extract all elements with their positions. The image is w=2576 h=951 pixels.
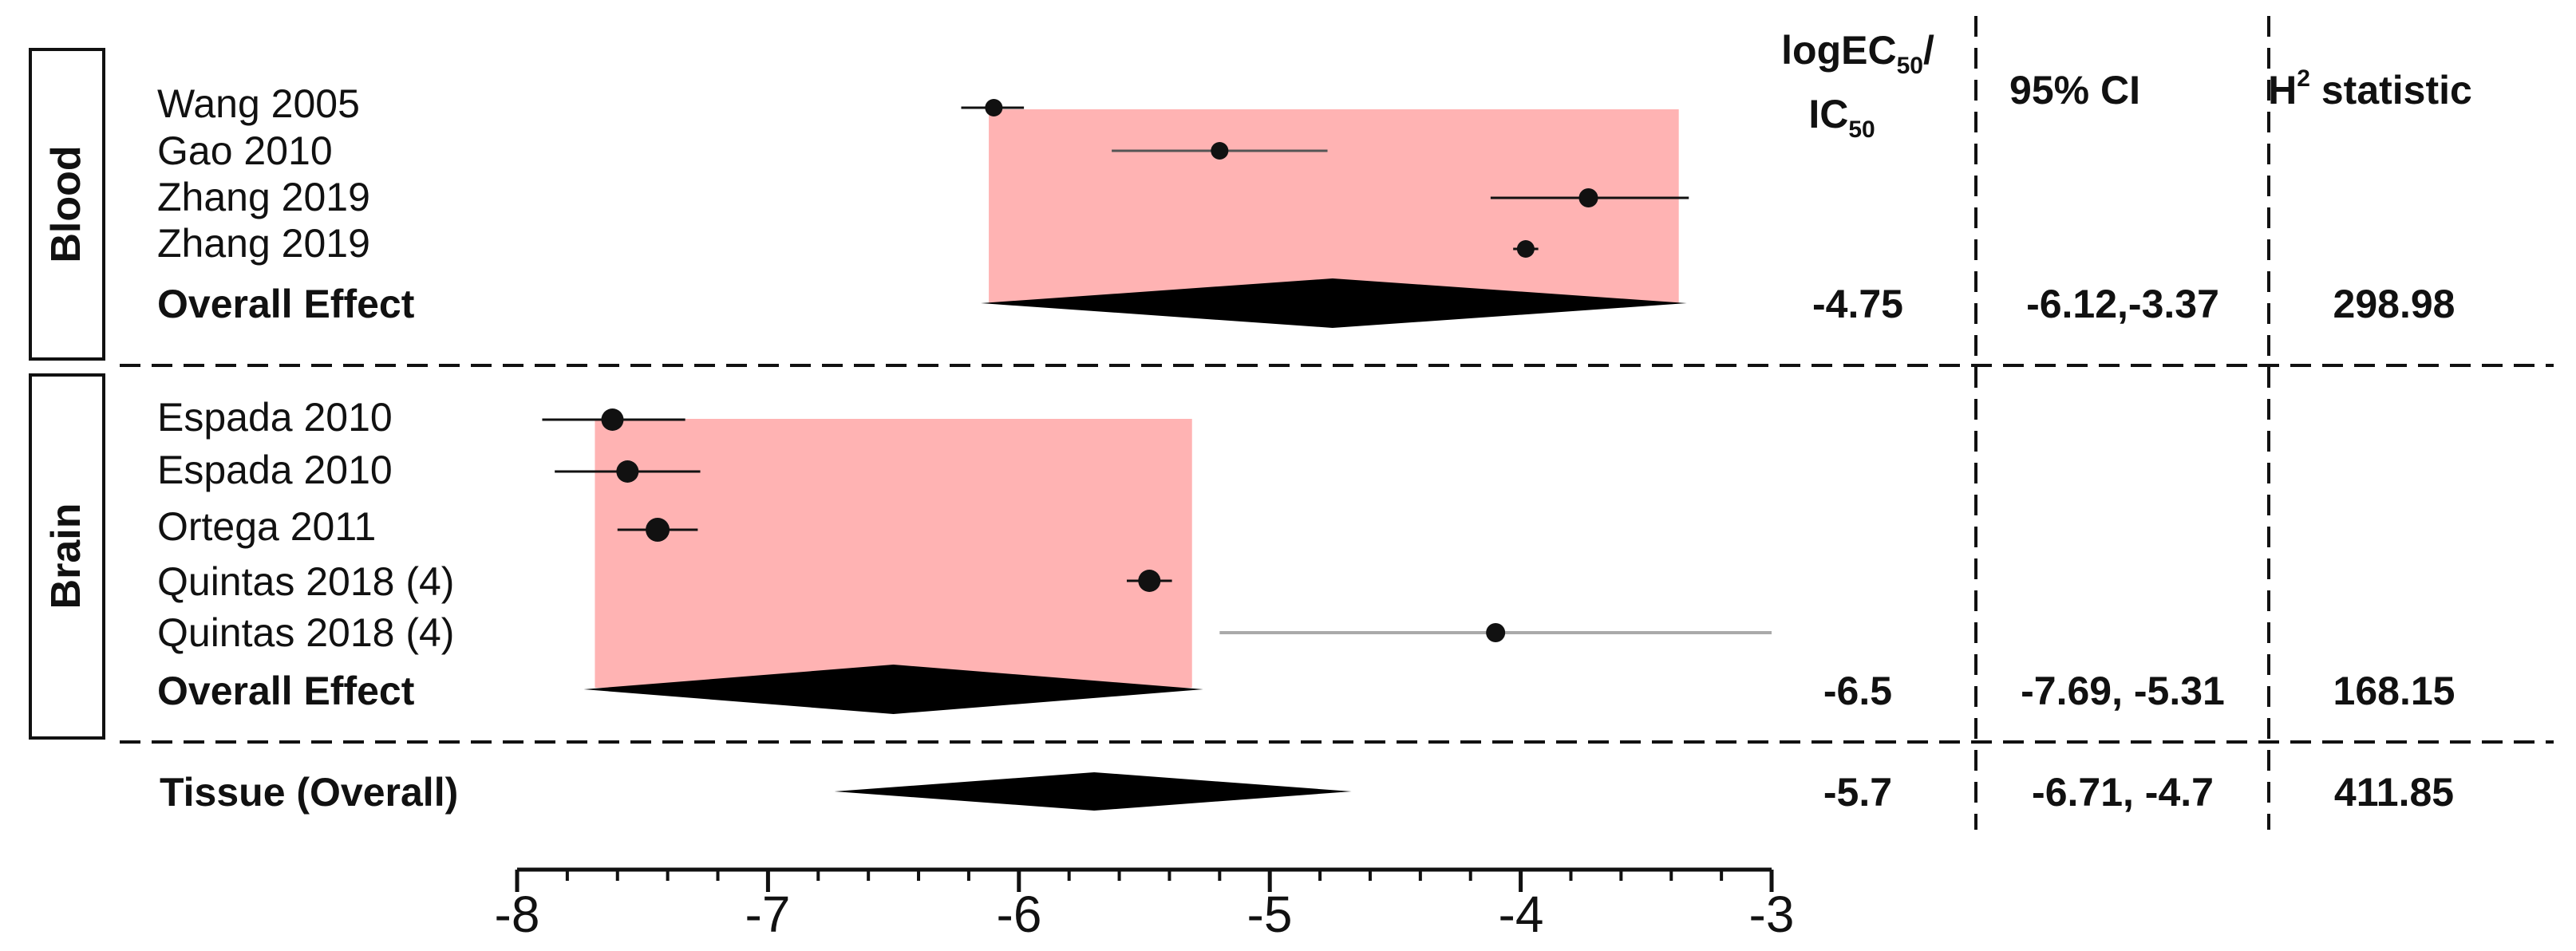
study-label: Zhang 2019 <box>157 221 370 266</box>
x-axis-ticks <box>515 870 1774 892</box>
blood-overall-diamond <box>981 278 1687 328</box>
ci-value: -6.71, -4.7 <box>2032 770 2214 815</box>
study-label: Gao 2010 <box>157 128 333 173</box>
study-point <box>1138 570 1161 592</box>
blood-group-box <box>29 48 105 361</box>
x-tick-label: -8 <box>495 886 540 943</box>
study-point <box>616 460 639 483</box>
estimate-header-ic: IC <box>1808 92 1848 136</box>
estimate-header-line2: IC50 <box>1808 92 1875 143</box>
x-tick-label: -7 <box>745 886 791 943</box>
estimate-header-sub1: 50 <box>1897 53 1923 79</box>
estimate-header-sub2: 50 <box>1848 116 1875 143</box>
ci-header: 95% CI <box>2009 68 2140 112</box>
study-label: Wang 2005 <box>157 81 360 126</box>
study-point <box>1211 142 1229 160</box>
study-point <box>1486 623 1506 642</box>
ci-value: -7.69, -5.31 <box>2021 669 2225 713</box>
h2-header-rest: statistic <box>2310 68 2472 112</box>
study-label: Quintas 2018 (4) <box>157 610 454 655</box>
overall-effect-label: Overall Effect <box>157 282 415 326</box>
brain-group-box <box>29 373 105 740</box>
study-point <box>646 518 670 542</box>
estimate-value: -5.7 <box>1823 770 1892 815</box>
overall-effect-label: Overall Effect <box>157 669 415 713</box>
x-tick-label: -3 <box>1749 886 1795 943</box>
tissue-overall-label: Tissue (Overall) <box>160 770 458 815</box>
blood-pooled-ci-box <box>989 109 1679 303</box>
estimate-value: -4.75 <box>1812 282 1903 326</box>
tissue-overall-diamond <box>834 772 1352 811</box>
estimate-header-main: logEC <box>1781 28 1896 73</box>
h2-header-sup: 2 <box>2297 65 2310 92</box>
h2-header-h: H <box>2268 68 2297 112</box>
ci-value: -6.12,-3.37 <box>2026 282 2219 326</box>
study-label: Zhang 2019 <box>157 175 370 219</box>
h2-value: 298.98 <box>2333 282 2455 326</box>
study-point <box>985 99 1003 116</box>
brain-overall-diamond <box>583 665 1203 714</box>
study-label: Ortega 2011 <box>157 504 376 549</box>
x-tick-label: -4 <box>1499 886 1544 943</box>
brain-pooled-ci-box <box>595 419 1192 688</box>
x-tick-label: -6 <box>997 886 1042 943</box>
h2-header: H2 statistic <box>2268 65 2472 112</box>
study-label: Quintas 2018 (4) <box>157 559 454 604</box>
blood-group-label: Blood <box>43 145 89 262</box>
x-tick-label: -5 <box>1247 886 1293 943</box>
study-label: Espada 2010 <box>157 448 393 492</box>
h2-value: 168.15 <box>2333 669 2455 713</box>
estimate-header: logEC50/ <box>1781 28 1934 79</box>
study-point <box>1578 188 1598 207</box>
study-point <box>601 408 624 431</box>
study-label: Espada 2010 <box>157 395 393 440</box>
estimate-header-slash: / <box>1923 28 1934 73</box>
h2-value: 411.85 <box>2334 770 2454 815</box>
brain-group-label: Brain <box>43 503 89 610</box>
study-point <box>1516 240 1535 258</box>
estimate-value: -6.5 <box>1823 669 1892 713</box>
